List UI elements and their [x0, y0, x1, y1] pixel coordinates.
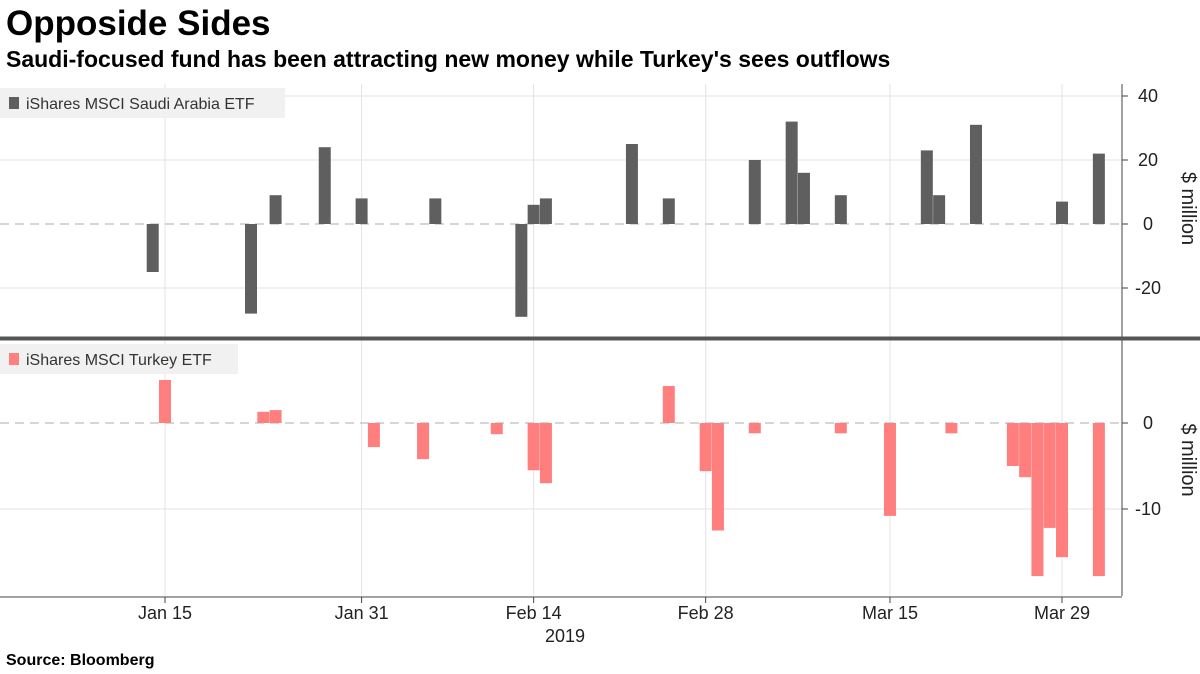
x-tick-label: Feb 14: [506, 603, 562, 623]
turkey-bar: [1092, 423, 1105, 577]
turkey-bar: [711, 423, 724, 531]
turkey-bar: [1019, 423, 1032, 478]
saudi-bar: [146, 224, 159, 272]
turkey-bar: [417, 423, 430, 460]
saudi-bar: [834, 195, 847, 224]
legend-label: iShares MSCI Turkey ETF: [26, 352, 212, 369]
turkey-bar: [699, 423, 712, 472]
legend-box: [0, 344, 238, 374]
y-tick-label: 20: [1138, 150, 1158, 170]
turkey-bar: [1056, 423, 1068, 558]
saudi-bar: [969, 124, 982, 224]
turkey-bar: [490, 423, 503, 435]
x-tick-label: Feb 28: [678, 603, 734, 623]
saudi-bar: [429, 198, 442, 224]
y-tick-label: -10: [1135, 499, 1161, 519]
chart-title: Opposide Sides: [6, 4, 271, 43]
source-note: Source: Bloomberg: [6, 652, 155, 669]
saudi-bar: [245, 224, 258, 314]
x-tick-label: Jan 31: [335, 603, 389, 623]
y-tick-label: 0: [1143, 413, 1153, 433]
y-axis-label: $ million: [1177, 172, 1199, 245]
turkey-bar: [883, 423, 896, 516]
saudi-bar: [527, 204, 540, 224]
legend-label: iShares MSCI Saudi Arabia ETF: [26, 96, 255, 113]
chart-subtitle: Saudi-focused fund has been attracting n…: [6, 46, 891, 72]
turkey-bar: [367, 423, 380, 448]
turkey-bar: [257, 411, 270, 423]
turkey-bar: [1031, 423, 1044, 577]
legend-box: [0, 88, 285, 118]
turkey-bar: [269, 410, 282, 423]
x-tick-label: Jan 15: [138, 603, 192, 623]
saudi-bar: [539, 198, 552, 224]
turkey-bar: [834, 423, 847, 434]
turkey-bar: [1043, 423, 1056, 528]
saudi-bar: [920, 150, 933, 224]
saudi-bar: [662, 198, 675, 224]
saudi-bar: [797, 172, 810, 224]
y-tick-label: 0: [1143, 214, 1153, 234]
saudi-bar: [318, 147, 331, 224]
saudi-bar: [1092, 153, 1105, 224]
x-tick-label: Mar 15: [862, 603, 918, 623]
saudi-bar: [515, 224, 528, 317]
x-axis-year: 2019: [545, 626, 585, 646]
legend-swatch: [9, 97, 19, 109]
y-tick-label: -20: [1135, 278, 1161, 298]
saudi-bar: [1056, 201, 1068, 224]
saudi-bar: [269, 195, 282, 224]
turkey-bar: [662, 386, 675, 423]
turkey-bar: [539, 423, 552, 484]
saudi-bar: [625, 144, 638, 224]
y-axis-label: $ million: [1177, 423, 1199, 496]
saudi-bar: [748, 160, 761, 224]
turkey-bar: [748, 423, 761, 434]
saudi-bar: [355, 198, 368, 224]
x-tick-label: Mar 29: [1034, 603, 1090, 623]
saudi-bar: [933, 195, 946, 224]
turkey-bar: [159, 380, 171, 423]
saudi-bar: [785, 121, 798, 224]
turkey-bar: [1006, 423, 1019, 466]
legend-swatch: [9, 353, 19, 365]
turkey-bar: [945, 423, 958, 434]
turkey-bar: [527, 423, 540, 471]
y-tick-label: 40: [1138, 86, 1158, 106]
